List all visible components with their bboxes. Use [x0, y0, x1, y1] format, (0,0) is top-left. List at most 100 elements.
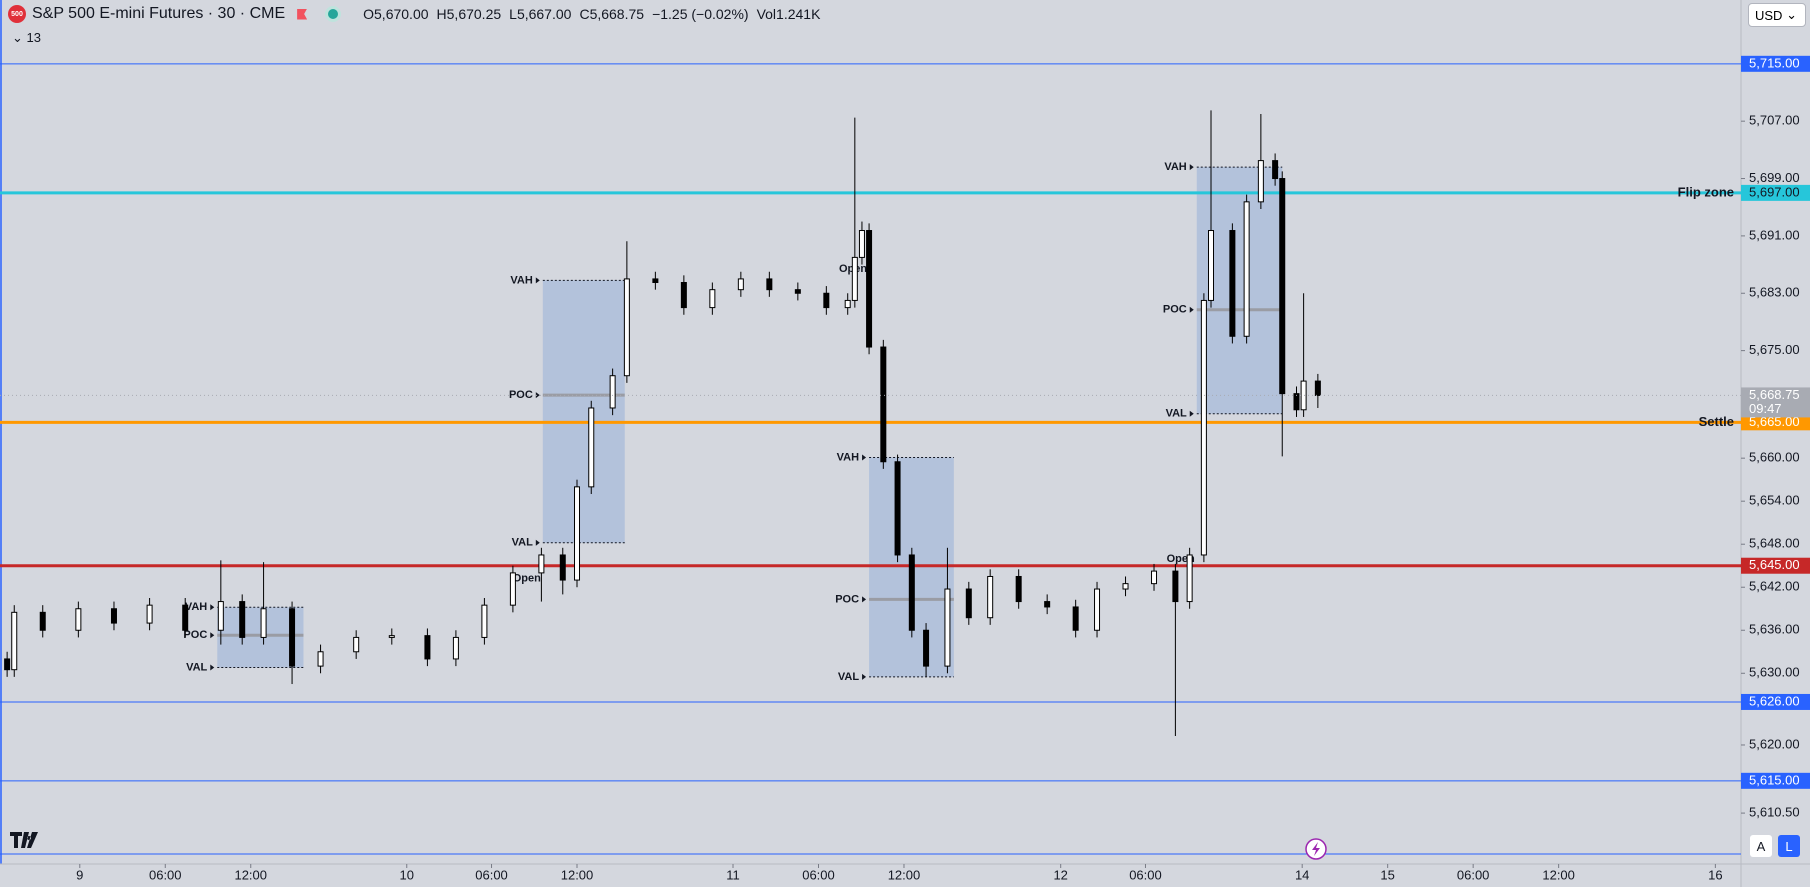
price-level-label: 5,665.00 [1749, 414, 1800, 429]
candle-body [858, 230, 865, 258]
candle-body [353, 636, 360, 653]
profile-pointer [1189, 410, 1194, 417]
profile-pointer [862, 673, 867, 680]
plot-layer: VAHPOCVALVAHPOCVALOpenVAHPOCVALOpenVAHPO… [0, 63, 1741, 782]
price-level-label: 5,626.00 [1749, 693, 1800, 708]
volume-key: Vol [756, 6, 777, 22]
ohlc-key: O [363, 6, 375, 22]
indicators-toggle[interactable]: ⌄ 13 [12, 30, 41, 45]
candle-body [908, 554, 915, 631]
candle-body [1122, 583, 1129, 590]
ohlc-value: 5,670.25 [446, 6, 502, 22]
profile-label: POC [835, 593, 859, 605]
profile-label: VAL [1166, 408, 1187, 420]
symbol-title[interactable]: S&P 500 E-mini Futures · 30 · CME [32, 5, 286, 22]
tv-logo [10, 832, 38, 848]
ohlc-key: H [436, 6, 447, 22]
auto-scale-button[interactable]: A [1750, 835, 1772, 857]
candle-body [851, 256, 858, 301]
candle-body [766, 278, 773, 291]
price-level-tag [1741, 772, 1810, 789]
y-tick-label: 5,642.00 [1749, 579, 1800, 594]
price-level-name: Flip zone [1678, 184, 1734, 199]
candle-body [1044, 601, 1051, 608]
market-status[interactable] [325, 6, 342, 22]
symbol-badge: 500 [8, 5, 26, 23]
candle-body [1314, 380, 1321, 396]
x-tick-label: 12:00 [888, 867, 921, 882]
countdown: 09:47 [1749, 401, 1782, 416]
x-tick-label: 12:00 [1542, 867, 1575, 882]
price-level-label: 5,615.00 [1749, 772, 1800, 787]
candle-body [388, 635, 395, 638]
candle-body [1200, 299, 1207, 556]
candle-body [452, 636, 459, 660]
ohlc-key: L [509, 6, 517, 22]
legend-header: 500 S&P 500 E-mini Futures · 30 · CME O5… [0, 0, 820, 28]
candle-body [424, 635, 431, 660]
candle-body [146, 604, 153, 624]
log-scale-button[interactable]: L [1778, 835, 1800, 857]
price-level-tag [1741, 55, 1810, 72]
y-tick-label: 5,630.00 [1749, 665, 1800, 680]
price-level-tag [1741, 557, 1810, 574]
profile-pointer [862, 596, 867, 603]
candle-body [574, 486, 581, 581]
ohlc-value: 5,667.00 [516, 6, 572, 22]
candle-body [965, 588, 972, 619]
profile-label: POC [1163, 304, 1187, 316]
candle-body [1151, 570, 1158, 585]
y-tick-label: 5,648.00 [1749, 536, 1800, 551]
candle-body [652, 278, 659, 284]
candle-body [4, 658, 11, 671]
y-tick-label: 5,675.00 [1749, 342, 1800, 357]
volume: Vol1.241K [757, 6, 821, 22]
flag-icon[interactable] [297, 8, 308, 20]
profile-pointer [1189, 164, 1194, 171]
candle-body [794, 289, 801, 294]
candle-body [1272, 160, 1279, 180]
candle-body [1243, 201, 1250, 337]
candle-body [182, 604, 189, 631]
price-level-label: 5,645.00 [1749, 557, 1800, 572]
price-level-name: Settle [1699, 414, 1734, 429]
candle-body [823, 292, 830, 309]
ohlc-value: 5,670.00 [374, 6, 429, 22]
candle-body [289, 608, 296, 667]
candle-body [11, 611, 18, 671]
candle-body [1229, 230, 1236, 337]
events-icon [1312, 842, 1320, 856]
candle-body [481, 604, 488, 638]
ohlc-values: O5,670.00 H5,670.25 L5,667.00 C5,668.75 … [363, 6, 820, 22]
candle-body [709, 289, 716, 309]
price-axis [1741, 0, 1810, 887]
candle-body [987, 575, 994, 619]
current-price-tag [1741, 387, 1810, 418]
y-tick-label: 5,691.00 [1749, 227, 1800, 242]
volume-value: 1.241K [776, 6, 821, 22]
candle-body [880, 346, 887, 463]
x-tick-label: 12:00 [234, 867, 267, 882]
currency-select[interactable]: USD ⌄ [1748, 3, 1806, 27]
profile-pointer [535, 392, 540, 399]
candle-body [110, 608, 117, 624]
ohlc-close: C5,668.75 [579, 6, 644, 22]
y-tick-label: 5,699.00 [1749, 170, 1800, 185]
profile-label: VAL [512, 537, 533, 549]
candle-body [39, 611, 46, 631]
candle-body [609, 375, 616, 409]
y-tick-label: 5,707.00 [1749, 113, 1800, 128]
x-tick-label: 15 [1380, 867, 1394, 882]
y-tick-label: 5,660.00 [1749, 450, 1800, 465]
candle-body [1293, 393, 1300, 411]
candle-body [623, 278, 630, 377]
candle-body [509, 572, 516, 606]
profile-label: VAL [186, 661, 207, 673]
y-tick-label: 5,654.00 [1749, 493, 1800, 508]
change: −1.25 (−0.02%) [652, 6, 749, 22]
candle-body [923, 629, 930, 667]
current-price-label: 5,668.75 [1749, 387, 1800, 402]
candle-body [239, 601, 246, 638]
y-tick-label: 5,636.00 [1749, 622, 1800, 637]
candle-body [317, 651, 324, 667]
